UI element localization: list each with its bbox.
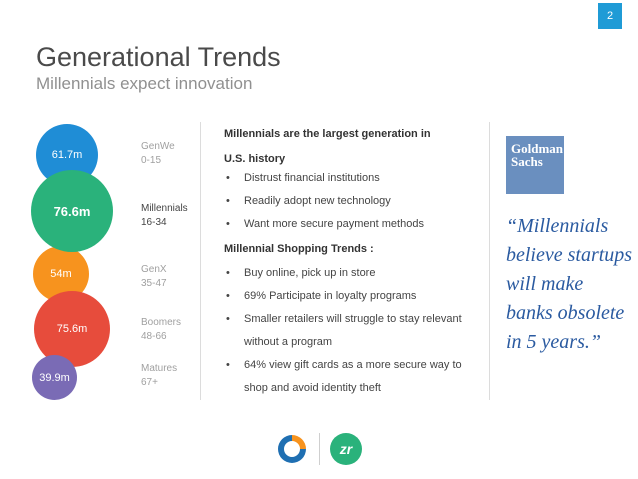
bullet-list: • Buy online, pick up in store • 69% Parti… (224, 262, 469, 400)
bullet-list: • Distrust financial institutions • Readil… (224, 167, 424, 236)
millennials-bubble: 76.6m (31, 170, 113, 252)
generation-name: GenWe (141, 141, 175, 152)
logo-line: Goldman (511, 141, 564, 156)
matures-bubble: 39.9m (32, 355, 77, 400)
zr-logo-icon: zr (330, 433, 362, 465)
generation-name: Boomers (141, 317, 182, 328)
genx-label: GenX 35-47 (141, 263, 167, 291)
heading-line: U.S. history (224, 153, 286, 165)
list-item: • 69% Participate in loyalty programs (224, 285, 469, 308)
list-item-text: 69% Participate in loyalty programs (244, 290, 417, 302)
logo-line: Sachs (511, 154, 543, 169)
footer-divider (319, 433, 320, 465)
bullet-icon: • (226, 267, 230, 279)
list-item: • Distrust financial institutions (224, 167, 424, 190)
list-item-text: Distrust financial institutions (244, 172, 380, 184)
bullet-icon: • (226, 195, 230, 207)
matures-label: Matures 67+ (141, 362, 177, 390)
generation-range: 48-66 (141, 331, 167, 342)
list-item-text: Smaller retailers will struggle to stay … (244, 313, 462, 348)
millennials-label: Millennials 16-34 (141, 202, 188, 230)
list-item-text: Readily adopt new technology (244, 195, 391, 207)
bullet-icon: • (226, 359, 230, 371)
section-heading: Millennials are the largest generation i… (224, 122, 431, 172)
boomers-label: Boomers 48-66 (141, 316, 181, 344)
column-divider (200, 122, 201, 400)
generation-range: 0-15 (141, 155, 162, 166)
generation-range: 16-34 (141, 217, 167, 228)
list-item-text: Want more secure payment methods (244, 218, 424, 230)
generation-range: 67+ (141, 377, 158, 388)
bullet-icon: • (226, 290, 230, 302)
generation-name: Matures (141, 363, 178, 374)
list-item: • Buy online, pick up in store (224, 262, 469, 285)
bullet-icon: • (226, 313, 230, 325)
bullet-icon: • (226, 172, 230, 184)
list-item-text: 64% view gift cards as a more secure way… (244, 359, 462, 394)
generation-range: 35-47 (141, 278, 167, 289)
column-divider (489, 122, 490, 400)
bullet-icon: • (226, 218, 230, 230)
list-item: • Want more secure payment methods (224, 213, 424, 236)
page-number-badge: 2 (598, 3, 622, 29)
company-logo-icon (278, 435, 306, 463)
generation-name: Millennials (141, 203, 188, 214)
boomers-bubble: 75.6m (34, 291, 110, 367)
quote-text: “Millennials believe startups will make … (506, 215, 633, 353)
page-title: Generational Trends (36, 42, 281, 72)
list-item: • Readily adopt new technology (224, 190, 424, 213)
list-item: • Smaller retailers will struggle to stay… (224, 308, 469, 354)
section-heading: Millennial Shopping Trends : (224, 243, 374, 255)
list-item-text: Buy online, pick up in store (244, 267, 376, 279)
heading-line: Millennials are the largest generation i… (224, 128, 431, 140)
genwe-label: GenWe 0-15 (141, 140, 175, 168)
page-subtitle: Millennials expect innovation (36, 74, 253, 93)
goldman-sachs-logo: Goldman Sachs (506, 136, 564, 194)
generation-name: GenX (141, 264, 167, 275)
list-item: • 64% view gift cards as a more secure wa… (224, 354, 469, 400)
